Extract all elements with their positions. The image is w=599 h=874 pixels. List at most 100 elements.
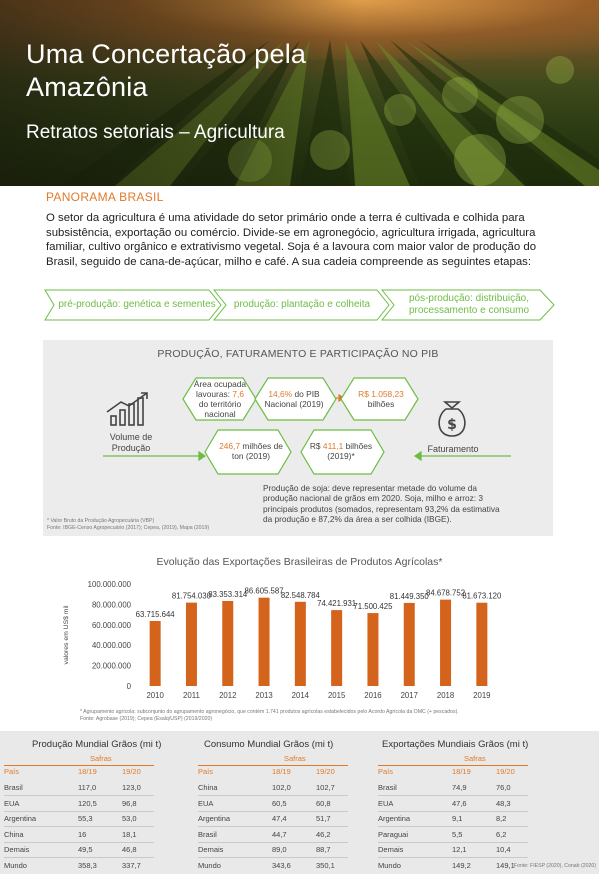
growth-chart-icon [106,392,148,426]
stage-pos-producao: pós-produção: distribuição, processament… [408,293,530,316]
country-cell: Mundo [4,861,27,870]
country-cell: China [198,783,218,792]
country-cell: Argentina [378,814,411,824]
col-19-20: 19/20 [316,767,335,776]
chart-source: Fonte: Agrobase (2019); Cepea (Esalq/USP… [80,716,213,722]
country-cell: Demais [378,845,404,855]
header-rule [198,765,348,766]
row-divider [198,795,348,796]
value-cell: 5,5 [452,829,463,839]
value-cell: 16 [78,829,87,839]
value-cell: 102,7 [316,783,335,792]
x-tick-label: 2012 [219,691,236,700]
chart-title: Evolução das Exportações Brasileiras de … [156,556,443,568]
row-divider [378,841,528,843]
row-divider [378,857,528,859]
header-rule [4,765,154,766]
value-cell: 120,5 [78,798,97,808]
value-cell: 149,2 [452,861,471,870]
y-tick-label: 0 [127,682,132,691]
value-cell: 53,0 [122,814,137,824]
value-chain-stages: pré-produção: genética e sementes produç… [44,289,556,321]
value-cell: 350,1 [316,861,335,870]
section-label: PANORAMA BRASIL [46,190,164,204]
country-cell: Mundo [198,861,221,870]
money-bag-icon: $ [438,401,466,437]
bar-2010 [149,621,161,686]
country-cell: EUA [4,798,20,808]
vbp-hexagon: R$ 411,1 bilhões (2019)* [309,441,373,461]
data-label: 82.548.784 [281,591,321,600]
x-tick-label: 2011 [183,691,200,700]
stage-arrows [44,289,555,321]
stage-pre-producao: pré-produção: genética e sementes [58,299,216,310]
value-cell: 55,3 [78,814,93,824]
infographic-title: PRODUÇÃO, FATURAMENTO E PARTICIPAÇÃO NO … [157,348,439,360]
exports-bar-chart: valores em US$ mil 0 20.000.000 40.000.000 6… [63,580,502,700]
col-19-20: 19/20 [122,767,141,776]
row-divider [198,857,348,859]
safras-label: Safras [90,754,112,763]
value-cell: 47,6 [452,798,467,808]
value-cell: 9,1 [452,814,463,824]
hexagon-shapes [182,377,419,475]
value-cell: 6,2 [496,829,507,839]
intro-paragraph: O setor da agricultura é uma atividade d… [46,212,537,268]
x-tick-label: 2016 [364,691,381,700]
value-cell: 102,0 [272,783,291,792]
y-tick-label: 20.000.000 [92,662,132,671]
page-subtitle: Retratos setoriais – Agricultura [26,122,285,143]
country-cell: EUA [378,798,394,808]
stage-producao: produção: plantação e colheita [233,299,371,310]
value-cell: 76,0 [496,783,511,792]
col-18-19: 18/19 [452,767,471,776]
data-label: 81.673.120 [462,592,502,601]
row-divider [4,795,154,796]
bar-2015 [331,610,343,686]
country-cell: EUA [198,798,214,808]
value-cell: 337,7 [122,861,141,870]
bar-2013 [258,597,270,686]
value-cell: 10,4 [496,845,511,855]
row-divider [4,826,154,828]
col-pais: País [378,767,394,776]
country-cell: Brasil [378,783,397,792]
row-divider [198,810,348,812]
row-divider [4,857,154,859]
pib-hexagon: 14,6% do PIB Nacional (2019) [264,389,324,409]
country-cell: China [4,829,24,839]
bar-2012 [222,600,234,686]
table-title: Consumo Mundial Grãos (mi t) [204,739,334,750]
country-cell: Argentina [4,814,37,824]
y-axis-label: valores em US$ mil [63,605,70,664]
y-tick-label: 40.000.000 [92,641,132,650]
safras-label: Safras [284,754,306,763]
x-tick-label: 2010 [146,691,164,700]
soja-note: Produção de soja: deve representar metad… [263,483,500,525]
country-cell: Mundo [378,861,401,870]
value-cell: 88,7 [316,845,331,855]
country-cell: Demais [4,845,30,855]
infographic-panel: PRODUÇÃO, FATURAMENTO E PARTICIPAÇÃO NO … [43,340,553,536]
value-cell: 48,3 [496,798,511,808]
value-cell: 74,9 [452,783,467,792]
y-tick-label: 100.000.000 [88,580,132,589]
value-cell: 51,7 [316,814,331,824]
value-cell: 89,0 [272,845,287,855]
x-tick-label: 2019 [473,691,490,700]
y-tick-label: 80.000.000 [92,600,132,609]
bar-2014 [294,601,306,686]
page-title: Uma Concertação pela Amazônia [26,39,307,102]
value-cell: 60,8 [316,798,331,808]
col-18-19: 18/19 [272,767,291,776]
value-cell: 12,1 [452,845,467,855]
value-cell: 8,2 [496,814,507,824]
row-divider [378,826,528,828]
value-cell: 46,8 [122,845,137,855]
country-cell: Argentina [198,814,231,824]
bar-2016 [367,613,379,686]
col-pais: País [198,767,214,776]
value-cell: 49,5 [78,845,93,855]
x-tick-label: 2013 [255,691,272,700]
producao-ton-hexagon: 246,7 milhões de ton (2019) [219,441,283,461]
